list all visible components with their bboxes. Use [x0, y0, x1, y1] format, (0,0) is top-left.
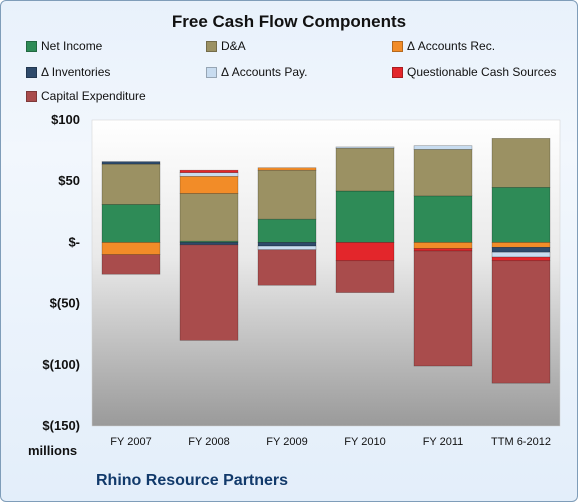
bar-segment: [335, 147, 395, 192]
bar-segment: [257, 249, 317, 286]
legend-label: Δ Inventories: [41, 65, 111, 79]
bar-segment: [179, 244, 239, 341]
legend-swatch: [26, 40, 37, 52]
legend-item: Capital Expenditure: [26, 89, 146, 103]
y-tick-label: $(100): [42, 357, 80, 372]
bar-segment: [491, 242, 551, 248]
legend-item: Δ Accounts Rec.: [392, 39, 495, 53]
bar-segment: [335, 190, 395, 243]
bar-segment: [413, 248, 473, 252]
bar-segment: [179, 242, 239, 246]
bar-segment: [179, 169, 239, 173]
bar-segment: [179, 176, 239, 194]
bar-segment: [179, 172, 239, 177]
y-tick-label: $100: [51, 112, 80, 127]
footer-company: Rhino Resource Partners: [96, 472, 289, 489]
bar-segment: [101, 204, 161, 243]
legend-item: D&A: [206, 39, 246, 53]
bar-segment: [335, 242, 395, 262]
bar-segment: [491, 260, 551, 384]
units-label: millions: [28, 443, 78, 458]
bar-segment: [101, 161, 161, 165]
legend-label: D&A: [221, 39, 246, 53]
legend-label: Questionable Cash Sources: [407, 65, 557, 79]
legend-label: Δ Accounts Rec.: [407, 39, 496, 53]
chart-title: Free Cash Flow Components: [171, 12, 407, 31]
legend-item: Δ Accounts Pay.: [206, 65, 308, 79]
bar-segment: [491, 256, 551, 262]
x-tick-label: FY 2009: [266, 436, 307, 448]
legend-label: Net Income: [41, 39, 103, 53]
bar-segment: [101, 163, 161, 205]
bar-segment: [491, 187, 551, 243]
legend-swatch: [26, 90, 37, 102]
bar-segment: [491, 246, 551, 253]
bar-segment: [101, 242, 161, 255]
y-tick-label: $(50): [50, 296, 80, 311]
x-tick-layer: FY 2007 FY 2008 FY 2009 FY 2010 FY 2011 TTM 6…: [110, 436, 551, 448]
plot-area: [91, 119, 561, 427]
bar-segment: [257, 245, 317, 251]
x-tick-label: FY 2008: [188, 436, 229, 448]
y-tick-label: $50: [58, 173, 80, 188]
y-tick-label: $-: [68, 234, 80, 249]
bar-segment: [335, 260, 395, 293]
legend-label: Δ Accounts Pay.: [221, 65, 308, 79]
legend-swatch: [392, 40, 403, 52]
bar-segment: [257, 167, 317, 171]
y-tick-layer: $100 $50 $- $(50) $(100) $(150): [42, 112, 80, 433]
legend-swatch: [392, 66, 403, 78]
legend-swatch: [26, 66, 37, 78]
x-tick-label: TTM 6-2012: [491, 436, 551, 448]
legend-label: Capital Expenditure: [41, 89, 146, 103]
bar-segment: [413, 242, 473, 249]
x-tick-label: FY 2010: [344, 436, 385, 448]
bar-segment: [335, 146, 395, 149]
bar-segment: [257, 242, 317, 247]
bar-segment: [101, 254, 161, 275]
legend-item: Questionable Cash Sources: [392, 65, 556, 79]
legend-swatch: [206, 40, 217, 52]
legend-item: Δ Inventories: [26, 65, 110, 79]
x-tick-label: FY 2007: [110, 436, 151, 448]
bar-segment: [491, 251, 551, 258]
x-tick-label: FY 2011: [423, 436, 464, 448]
bar-segment: [413, 145, 473, 150]
legend-item: Net Income: [26, 39, 102, 53]
bar-segment: [413, 250, 473, 367]
bar-segment: [413, 149, 473, 197]
y-tick-label: $(150): [42, 418, 80, 433]
bar-segment: [257, 218, 317, 243]
bars-layer: [101, 138, 551, 384]
bar-segment: [257, 169, 317, 220]
bar-segment: [413, 195, 473, 243]
bar-segment: [179, 193, 239, 242]
legend-swatch: [206, 66, 217, 78]
bar-segment: [491, 138, 551, 188]
